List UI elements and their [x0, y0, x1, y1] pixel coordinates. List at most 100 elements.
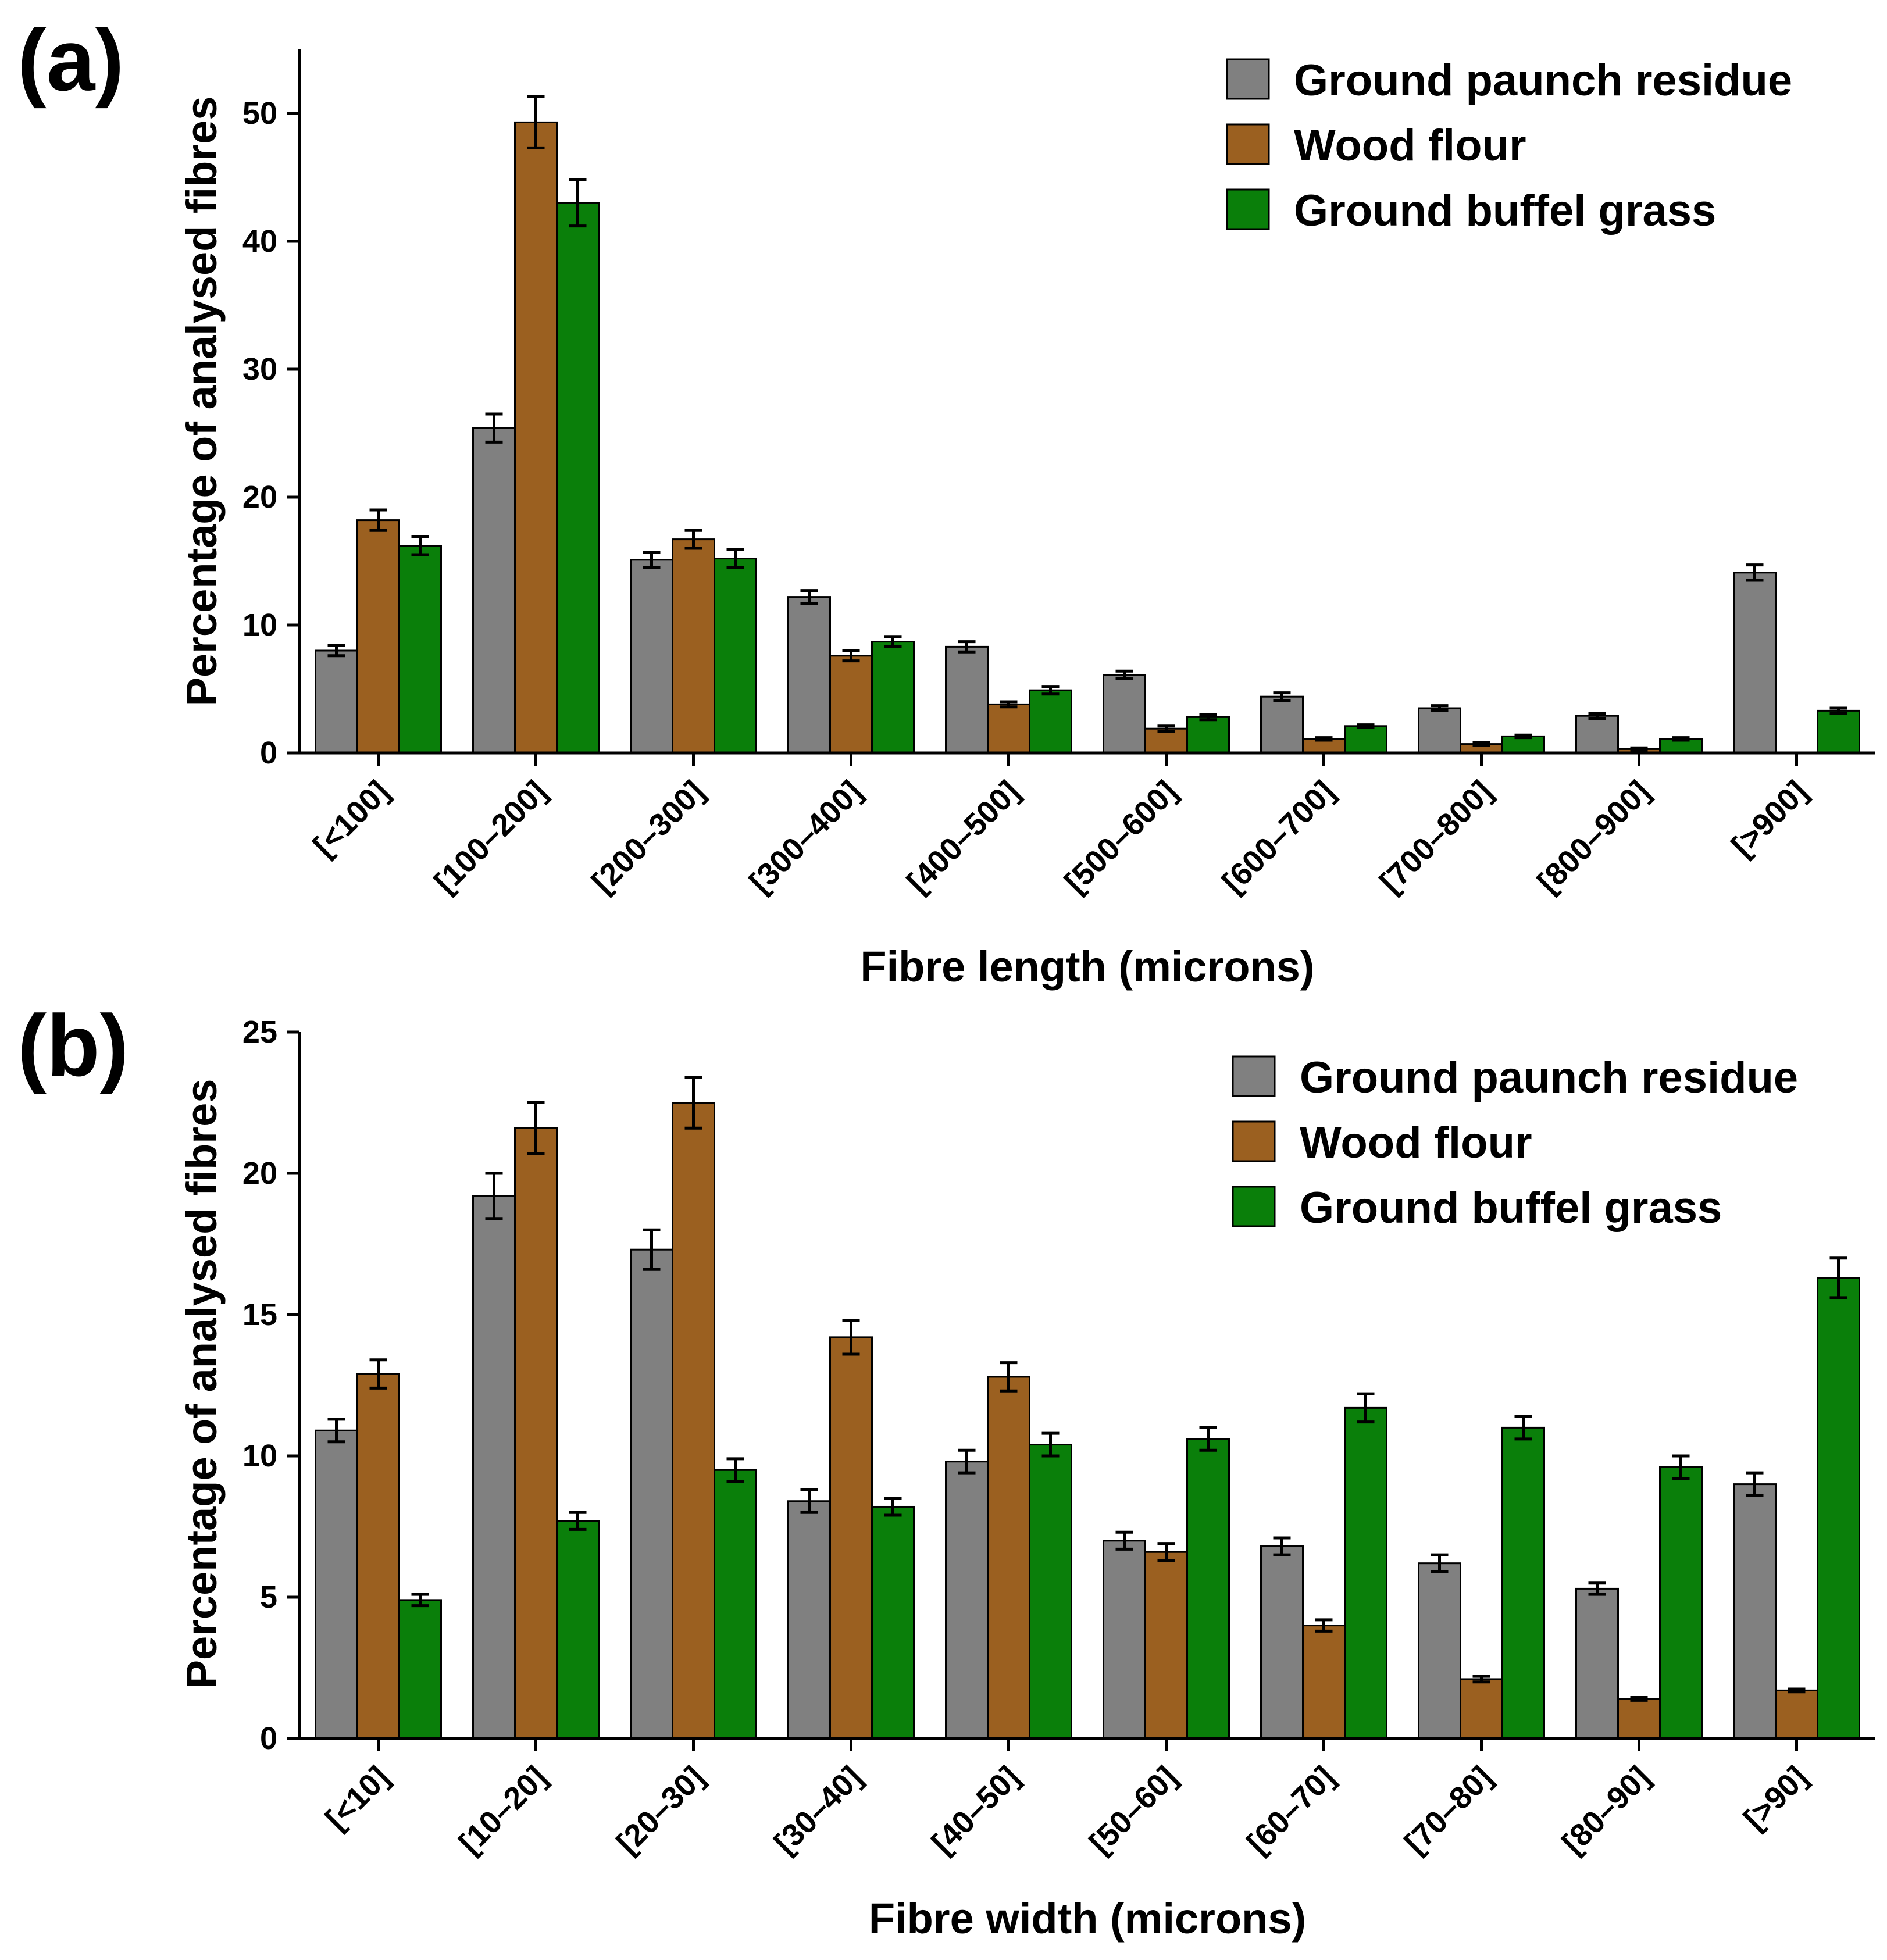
bar-a-wood-flour-2: [672, 538, 715, 754]
legend-label-a-ground-paunch-residue: Ground paunch residue: [1294, 56, 1792, 105]
bar-a-ground-paunch-residue-6: [1260, 695, 1304, 754]
bar-a-ground-buffel-grass-9: [1817, 709, 1860, 754]
x-tick-label-b-1: [10–20]: [452, 1759, 554, 1861]
panel-a: (a) 0 10 20 30 40 50 [<100] [100–200] [200–300] […: [17, 11, 1875, 991]
x-tick-label-a-6: [600–700]: [1215, 774, 1342, 900]
legend-label-a-wood-flour: Wood flour: [1294, 121, 1526, 170]
bar-b-ground-buffel-grass-4: [1029, 1444, 1072, 1740]
x-tick-label-b-3: [30–40]: [768, 1759, 869, 1861]
bar-a-ground-buffel-grass-6: [1344, 725, 1387, 754]
x-tick-label-a-7: [700–800]: [1373, 774, 1499, 900]
y-tick-label-b-1: 5: [260, 1580, 277, 1615]
x-tick-label-b-2: [20–30]: [610, 1759, 711, 1861]
y-tick-label-b-5: 25: [242, 1015, 277, 1049]
x-tick-label-b-9: [>90]: [1737, 1759, 1814, 1837]
bar-b-wood-flour-8: [1617, 1698, 1661, 1740]
x-tick-label-a-0: [<100]: [306, 774, 396, 863]
bar-b-wood-flour-3: [829, 1336, 873, 1740]
legend-swatch-b-ground-buffel-grass: [1232, 1186, 1276, 1227]
bar-a-ground-paunch-residue-4: [945, 645, 989, 754]
x-tick-label-a-1: [100–200]: [427, 774, 554, 900]
x-tick-label-a-2: [200–300]: [585, 774, 711, 900]
bar-a-ground-paunch-residue-3: [787, 596, 831, 754]
y-tick-label-b-3: 15: [242, 1297, 277, 1332]
legend-swatch-b-wood-flour: [1232, 1120, 1276, 1162]
panel-b-bars: [315, 1076, 1860, 1740]
bar-b-ground-paunch-residue-0: [315, 1429, 358, 1740]
y-tick-label-a-4: 40: [242, 224, 277, 259]
panel-a-legend: Ground paunch residue Wood flour Ground bu…: [1226, 56, 1792, 235]
panel-b: (b) 0 5 10 15 20 25 [<10] [10–20] [20–30] [30–40]…: [17, 997, 1875, 1943]
legend-label-b-ground-paunch-residue: Ground paunch residue: [1300, 1053, 1798, 1102]
bar-b-wood-flour-4: [987, 1376, 1030, 1740]
bar-a-ground-buffel-grass-5: [1186, 716, 1230, 754]
bar-a-ground-buffel-grass-0: [398, 545, 442, 754]
bar-b-wood-flour-2: [672, 1102, 715, 1740]
x-tick-label-a-8: [800–900]: [1531, 774, 1657, 900]
bar-a-ground-paunch-residue-2: [630, 559, 673, 754]
x-tick-label-a-9: [>900]: [1725, 774, 1814, 863]
bar-b-ground-paunch-residue-7: [1418, 1562, 1461, 1740]
bar-b-ground-paunch-residue-1: [472, 1195, 516, 1740]
bar-b-ground-buffel-grass-7: [1501, 1426, 1545, 1740]
y-tick-label-a-0: 0: [260, 736, 277, 770]
y-tick-label-a-1: 10: [242, 608, 277, 642]
y-tick-label-a-5: 50: [242, 96, 277, 131]
y-tick-label-a-2: 20: [242, 480, 277, 515]
x-tick-label-b-8: [80–90]: [1556, 1759, 1657, 1861]
bar-b-ground-paunch-residue-9: [1733, 1483, 1777, 1740]
bar-a-wood-flour-3: [829, 655, 873, 754]
legend-swatch-b-ground-paunch-residue: [1232, 1055, 1276, 1097]
legend-swatch-a-wood-flour: [1226, 123, 1270, 165]
bar-b-wood-flour-9: [1775, 1689, 1818, 1740]
bar-a-ground-paunch-residue-5: [1103, 674, 1146, 754]
bar-b-ground-buffel-grass-2: [714, 1469, 757, 1740]
bar-b-ground-paunch-residue-2: [630, 1248, 673, 1740]
panel-a-label: (a): [17, 11, 124, 109]
bar-b-ground-paunch-residue-8: [1575, 1587, 1619, 1740]
panel-a-y-axis-title: Percentage of analysed fibres: [177, 97, 226, 706]
bar-b-wood-flour-7: [1460, 1678, 1503, 1740]
bar-a-ground-buffel-grass-2: [714, 558, 757, 754]
bar-b-wood-flour-5: [1144, 1551, 1188, 1740]
bar-a-wood-flour-0: [356, 519, 400, 754]
x-tick-label-b-5: [50–60]: [1083, 1759, 1184, 1861]
bar-b-ground-buffel-grass-0: [398, 1599, 442, 1740]
panel-a-bars: [315, 95, 1860, 754]
bar-b-wood-flour-0: [356, 1373, 400, 1740]
x-tick-label-b-6: [60–70]: [1240, 1759, 1342, 1861]
bar-b-ground-buffel-grass-3: [871, 1505, 915, 1740]
y-tick-label-b-0: 0: [260, 1721, 277, 1756]
bar-a-ground-paunch-residue-9: [1733, 572, 1777, 754]
panel-b-y-axis-title: Percentage of analysed fibres: [177, 1079, 226, 1689]
x-tick-label-a-4: [400–500]: [900, 774, 1026, 900]
bar-a-ground-paunch-residue-7: [1418, 707, 1461, 754]
panel-b-legend: Ground paunch residue Wood flour Ground bu…: [1232, 1053, 1798, 1233]
x-tick-label-b-7: [70–80]: [1398, 1759, 1499, 1861]
legend-swatch-a-ground-buffel-grass: [1226, 188, 1270, 230]
bar-b-ground-buffel-grass-6: [1344, 1406, 1387, 1740]
x-tick-label-a-5: [500–600]: [1058, 774, 1184, 900]
y-tick-label-a-3: 30: [242, 352, 277, 387]
bar-b-ground-buffel-grass-8: [1659, 1466, 1703, 1740]
x-tick-label-b-0: [<10]: [319, 1759, 396, 1837]
y-tick-label-b-2: 10: [242, 1438, 277, 1473]
y-tick-label-b-4: 20: [242, 1156, 277, 1191]
bar-a-ground-buffel-grass-1: [556, 202, 600, 754]
legend-swatch-a-ground-paunch-residue: [1226, 58, 1270, 100]
legend-label-a-ground-buffel-grass: Ground buffel grass: [1294, 186, 1716, 235]
legend-label-b-ground-buffel-grass: Ground buffel grass: [1300, 1183, 1722, 1233]
x-tick-label-a-3: [300–400]: [743, 774, 869, 900]
bar-a-ground-paunch-residue-0: [315, 649, 358, 754]
panel-b-label: (b): [17, 997, 129, 1094]
bar-b-ground-buffel-grass-5: [1186, 1438, 1230, 1740]
bar-b-ground-paunch-residue-6: [1260, 1545, 1304, 1740]
bar-b-wood-flour-1: [514, 1127, 558, 1740]
panel-a-x-axis-title: Fibre length (microns): [860, 942, 1314, 991]
bar-a-ground-buffel-grass-3: [871, 641, 915, 754]
bar-a-ground-paunch-residue-8: [1575, 715, 1619, 754]
bar-a-wood-flour-1: [514, 121, 558, 754]
bar-b-ground-buffel-grass-1: [556, 1520, 600, 1740]
bar-b-ground-paunch-residue-5: [1103, 1540, 1146, 1740]
